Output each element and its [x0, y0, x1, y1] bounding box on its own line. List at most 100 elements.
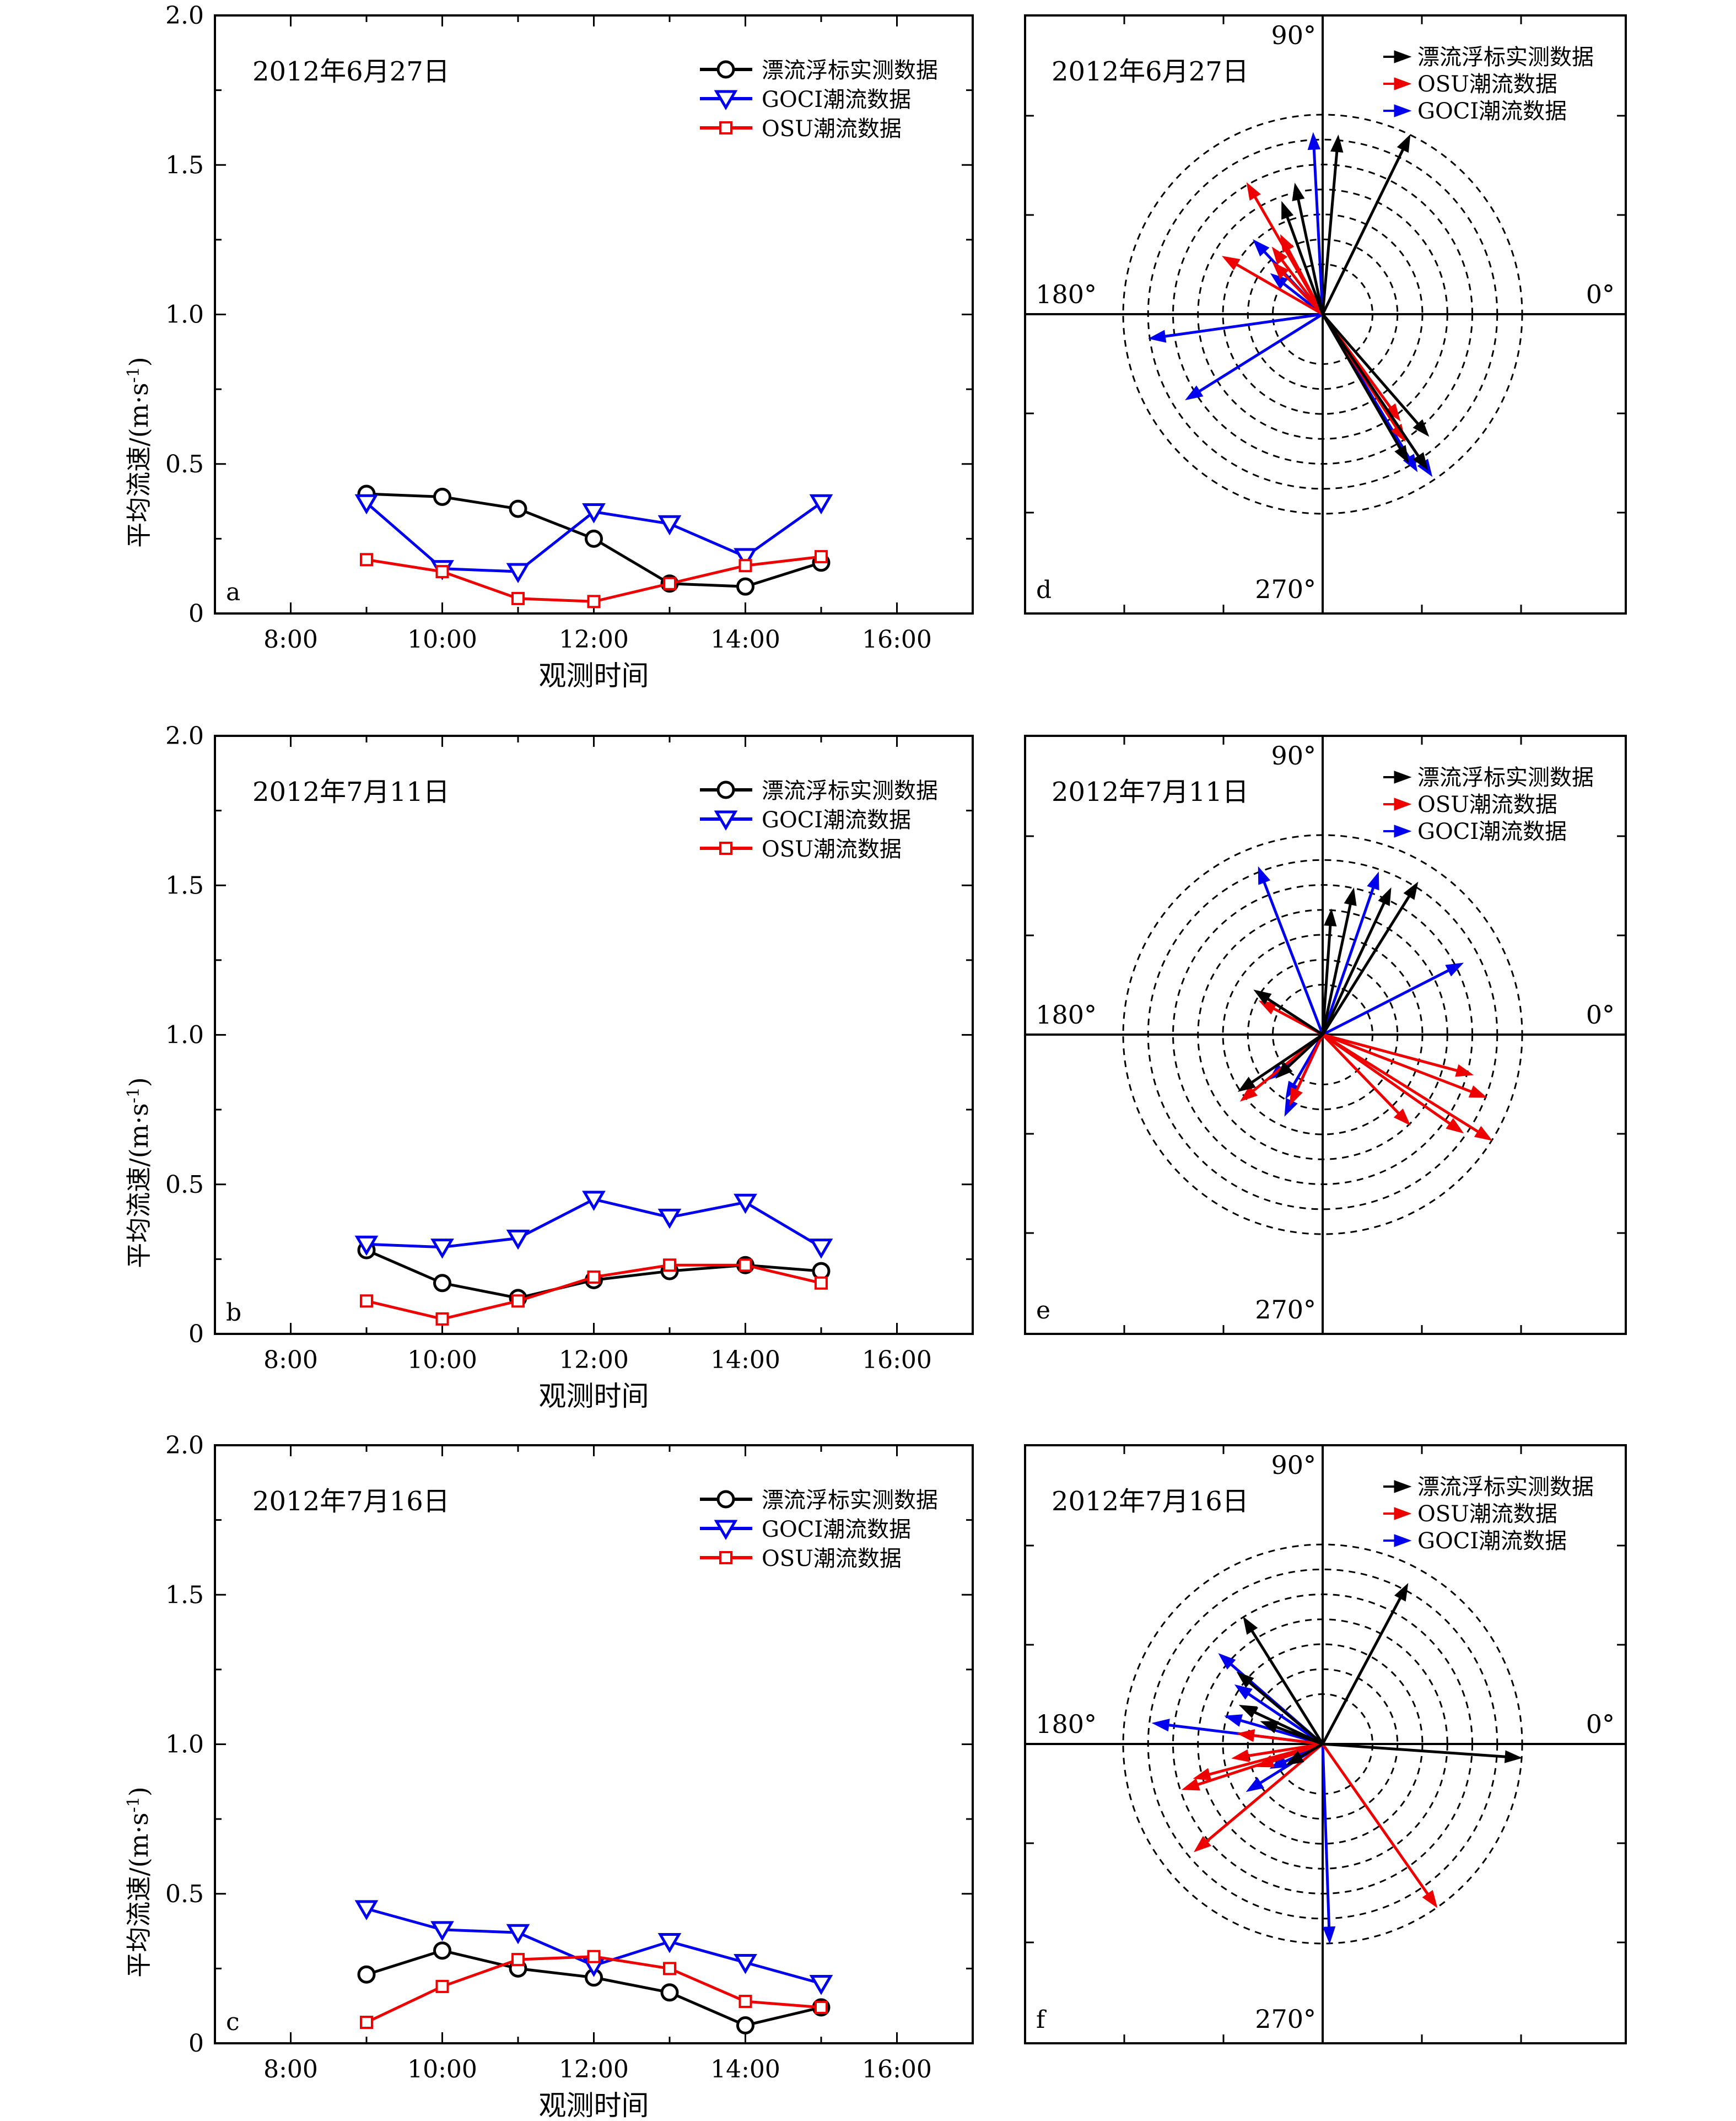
current-vector-head	[1397, 134, 1411, 153]
current-vector-shaft	[1276, 1726, 1323, 1746]
current-vector-shaft	[1263, 881, 1324, 1035]
legend-arrow-head	[1394, 771, 1412, 784]
legend-arrow	[1383, 104, 1412, 117]
legend-entry: OSU潮流数据	[762, 116, 902, 142]
data-point	[506, 1924, 530, 1945]
data-point	[506, 563, 530, 583]
legend-entry: 漂流浮标实测数据	[1417, 45, 1594, 70]
legend-entry: GOCI潮流数据	[1417, 1528, 1567, 1554]
current-vector-head	[1307, 132, 1321, 150]
data-point	[809, 1239, 833, 1259]
data-point	[716, 60, 735, 79]
panel-letter: b	[226, 1299, 241, 1327]
current-vector	[1322, 1742, 1523, 1763]
legend-arrow	[1383, 1534, 1412, 1547]
legend-arrow-head	[1394, 50, 1412, 63]
current-vector-head	[1260, 1721, 1279, 1734]
current-vector-head	[1330, 134, 1344, 153]
panel-date: 2012年7月11日	[252, 777, 450, 808]
panel-letter: c	[226, 2008, 240, 2036]
current-vector-shaft	[1321, 895, 1410, 1036]
current-vector-shaft	[1321, 152, 1339, 315]
data-point	[360, 2016, 373, 2030]
y-axis-title-end: )	[124, 357, 154, 367]
data-point	[435, 565, 449, 579]
current-vector	[1272, 262, 1324, 315]
y-tick-label: 1.0	[165, 301, 204, 329]
current-vector	[1148, 313, 1323, 343]
current-vector-head	[1272, 262, 1290, 279]
x-axis-title: 观测时间	[539, 2090, 649, 2121]
data-point	[430, 1239, 454, 1259]
current-vector-shaft	[1164, 313, 1323, 338]
data-point	[509, 499, 527, 518]
data-point	[511, 1953, 525, 1967]
legend-arrow	[1383, 771, 1412, 784]
current-vector-shaft	[1322, 969, 1449, 1036]
data-point	[663, 577, 676, 590]
y-axis-title-main: 平均流速/(m·s	[124, 1812, 154, 1977]
panel-letter: e	[1036, 1296, 1050, 1325]
y-axis-title-sup: -1	[124, 1087, 143, 1103]
data-point	[736, 2016, 754, 2034]
legend-arrow	[1383, 1507, 1412, 1520]
current-vector-head	[1394, 445, 1409, 464]
data-point	[738, 1258, 752, 1272]
data-point	[809, 1975, 833, 1995]
angle-label-270: 270°	[1255, 574, 1316, 604]
data-point	[736, 577, 754, 596]
x-tick-label: 10:00	[407, 626, 477, 654]
data-point	[719, 1551, 732, 1564]
polar-chart-f: 90° 180° 0° 270° 2012年7月16日 f 漂流浮标实测数据OSU潮流数据G…	[1024, 1444, 1627, 2044]
data-point	[714, 1520, 738, 1540]
current-vector-shaft	[1251, 1033, 1324, 1084]
current-vector	[1321, 1743, 1336, 1945]
current-vector-shaft	[1297, 199, 1324, 315]
legend-entry: GOCI潮流数据	[762, 1517, 911, 1542]
current-vector-shaft	[1249, 1682, 1324, 1745]
legend-entry: GOCI潮流数据	[1417, 819, 1567, 844]
angle-label-180: 180°	[1036, 1000, 1097, 1030]
data-point	[511, 1294, 525, 1308]
data-point	[734, 1193, 757, 1214]
current-vector-shaft	[1236, 263, 1324, 316]
current-vector	[1237, 1033, 1324, 1092]
current-vector-shaft	[1283, 273, 1324, 315]
y-tick-label: 2.0	[165, 722, 204, 750]
angle-label-0: 0°	[1586, 1709, 1615, 1739]
x-axis-title: 观测时间	[539, 660, 649, 692]
x-tick-label: 16:00	[862, 1346, 932, 1374]
data-point	[585, 529, 603, 548]
angle-label-90: 90°	[1271, 741, 1316, 771]
x-tick-label: 8:00	[263, 626, 318, 654]
current-vector	[1193, 1743, 1324, 1853]
current-vector-head	[1468, 1085, 1487, 1098]
current-vector	[1275, 1033, 1324, 1079]
data-point	[815, 550, 828, 563]
current-vector	[1237, 1729, 1323, 1746]
current-vector-head	[1243, 1616, 1258, 1635]
panel-letter: f	[1036, 2006, 1047, 2034]
x-tick-label: 16:00	[862, 626, 932, 654]
current-vector	[1221, 256, 1324, 316]
current-vector-head	[1246, 182, 1261, 201]
x-tick-label: 16:00	[862, 2055, 932, 2084]
x-tick-label: 8:00	[263, 1346, 318, 1374]
current-vector	[1307, 132, 1324, 315]
current-vector	[1322, 962, 1464, 1036]
current-vector-shaft	[1321, 313, 1420, 457]
current-vector	[1322, 1033, 1411, 1126]
current-vector-shaft	[1300, 1742, 1324, 1758]
data-point	[716, 1490, 735, 1509]
panel-date: 2012年6月27日	[252, 56, 450, 87]
legend-arrow	[1383, 77, 1412, 90]
current-vector-shaft	[1248, 1693, 1324, 1746]
legend-arrow-head	[1394, 1534, 1412, 1547]
legend-entry: GOCI潮流数据	[762, 808, 911, 833]
current-vector	[1321, 881, 1419, 1036]
current-vector-head	[1185, 385, 1204, 401]
y-axis-title-end: )	[124, 1077, 154, 1087]
data-point	[433, 1941, 451, 1960]
current-vector-head	[1224, 1714, 1243, 1727]
current-vector	[1321, 1582, 1409, 1745]
